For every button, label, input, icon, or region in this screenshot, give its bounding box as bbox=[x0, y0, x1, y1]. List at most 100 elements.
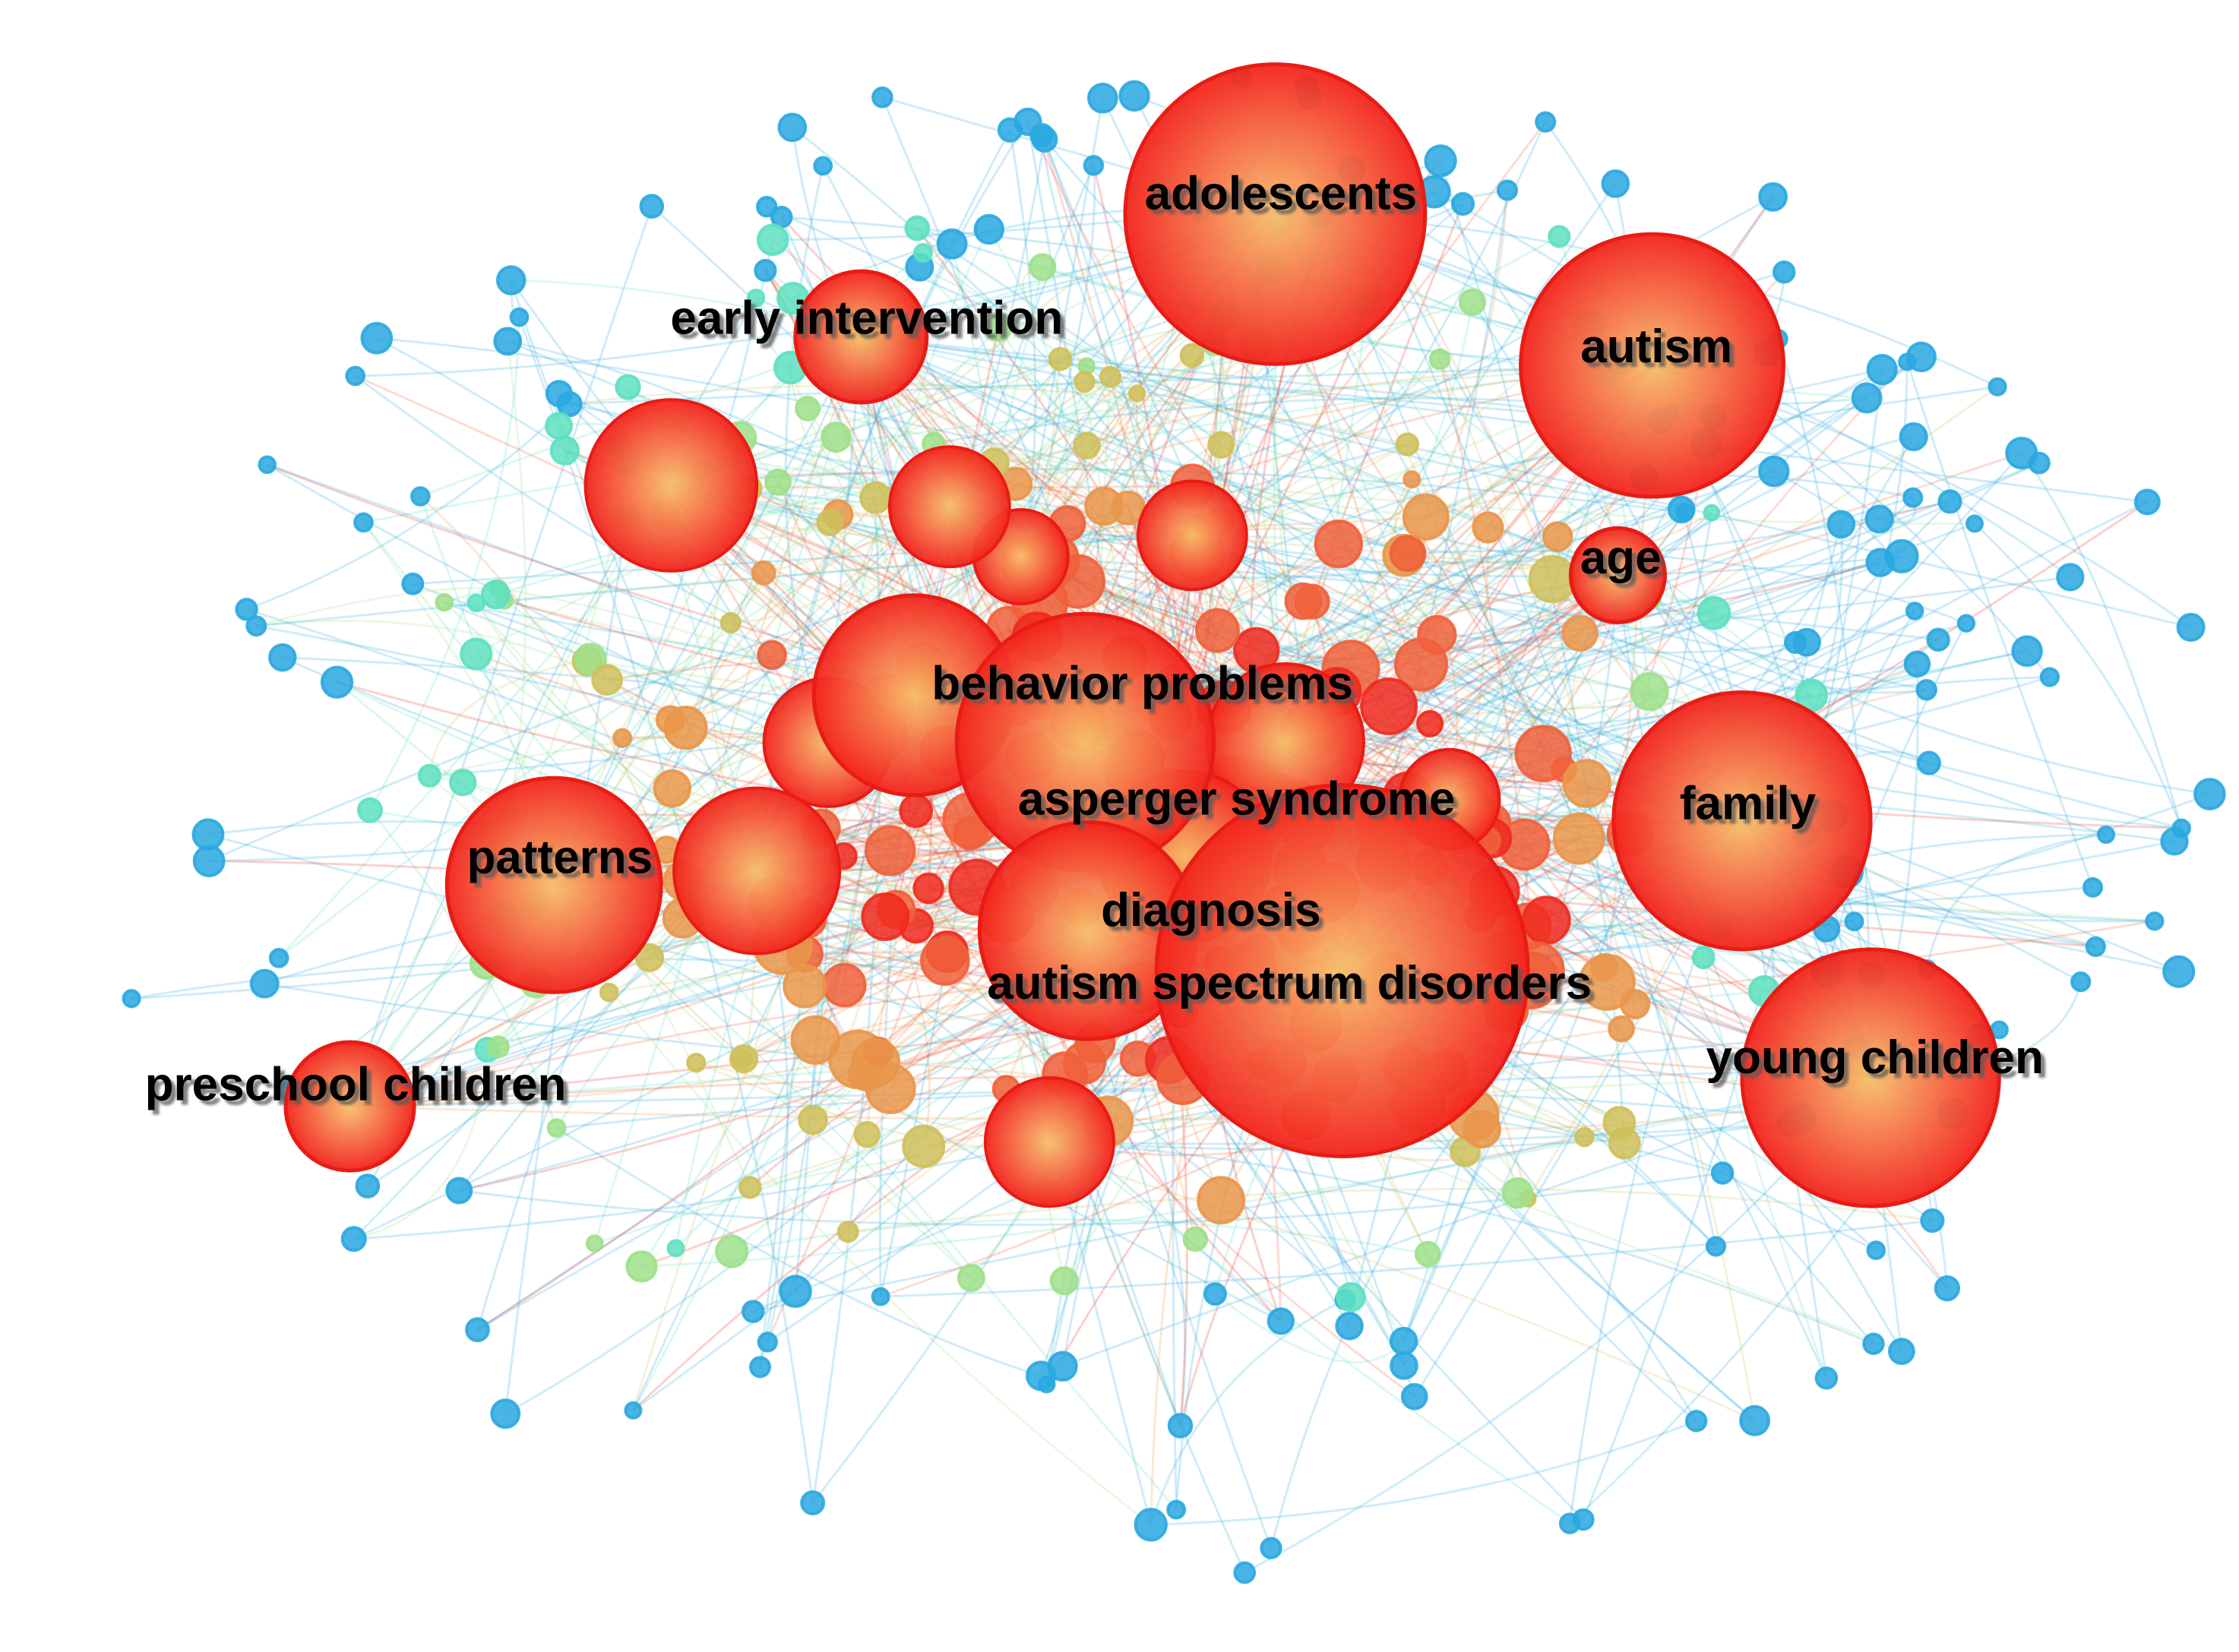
edge bbox=[791, 126, 1194, 536]
minor-node bbox=[480, 580, 511, 610]
minor-node bbox=[320, 665, 354, 699]
minor-node bbox=[1207, 431, 1235, 459]
minor-node bbox=[612, 728, 633, 748]
keyword-label: young children bbox=[1706, 1031, 2044, 1084]
edge bbox=[731, 1218, 1428, 1256]
minor-node bbox=[1360, 678, 1418, 735]
minor-node bbox=[460, 637, 493, 671]
minor-node bbox=[902, 1124, 946, 1168]
minor-node bbox=[973, 213, 1004, 245]
edge bbox=[860, 336, 2107, 836]
edge bbox=[729, 192, 1194, 624]
minor-node bbox=[899, 794, 933, 829]
minor-node bbox=[1826, 510, 1856, 539]
keyword-label: autism bbox=[1580, 321, 1732, 373]
minor-node bbox=[1395, 432, 1420, 456]
minor-node bbox=[1866, 1240, 1886, 1260]
edge bbox=[255, 586, 499, 627]
edge bbox=[881, 1219, 1933, 1298]
minor-node bbox=[1902, 487, 1924, 508]
minor-node bbox=[546, 1118, 567, 1139]
minor-node bbox=[798, 1104, 828, 1136]
minor-node bbox=[401, 572, 425, 595]
minor-node bbox=[1496, 179, 1519, 201]
minor-node bbox=[1194, 608, 1240, 653]
keyword-node bbox=[1568, 526, 1667, 624]
minor-node bbox=[2028, 451, 2051, 475]
minor-node bbox=[1937, 489, 1962, 514]
minor-node bbox=[686, 1053, 707, 1073]
minor-node bbox=[748, 1356, 772, 1379]
minor-node bbox=[1590, 952, 1618, 981]
edge bbox=[671, 484, 1812, 696]
minor-node bbox=[1758, 455, 1790, 488]
minor-node bbox=[2133, 488, 2161, 516]
cluster-node bbox=[887, 445, 1011, 569]
minor-node bbox=[1572, 1508, 1595, 1531]
edge bbox=[428, 658, 591, 776]
minor-node bbox=[1086, 82, 1118, 114]
keyword-label: asperger syndrome bbox=[1018, 773, 1455, 826]
edge bbox=[764, 269, 1765, 993]
edge bbox=[1319, 215, 1828, 1379]
edge bbox=[1049, 1122, 1792, 1151]
edge bbox=[569, 384, 1408, 446]
edge bbox=[1083, 344, 1258, 397]
edge bbox=[827, 741, 931, 1147]
minor-node bbox=[1400, 1382, 1428, 1410]
minor-node bbox=[486, 1035, 510, 1059]
minor-node bbox=[1905, 602, 1924, 621]
minor-node bbox=[1403, 470, 1422, 489]
minor-node bbox=[1844, 911, 1864, 932]
edge bbox=[946, 951, 1415, 1398]
keyword-label: patterns bbox=[466, 832, 653, 884]
keyword-label: adolescents bbox=[1145, 168, 1417, 220]
edge bbox=[1650, 599, 1670, 630]
keyword-node bbox=[1740, 947, 2001, 1208]
edge bbox=[1493, 361, 1909, 892]
minor-node bbox=[615, 374, 641, 400]
minor-node bbox=[1167, 1413, 1194, 1439]
minor-node bbox=[490, 1398, 521, 1429]
minor-node bbox=[410, 486, 431, 507]
edge bbox=[506, 341, 527, 817]
minor-node bbox=[1048, 346, 1073, 371]
keyword-node bbox=[1123, 62, 1428, 366]
minor-node bbox=[1267, 1307, 1295, 1335]
minor-node bbox=[1179, 343, 1205, 368]
minor-node bbox=[1025, 1360, 1057, 1391]
minor-node bbox=[1866, 353, 1898, 386]
keyword-label: preschool children bbox=[145, 1059, 567, 1111]
minor-node bbox=[1905, 341, 1937, 373]
minor-node bbox=[1522, 895, 1571, 945]
minor-node bbox=[757, 640, 787, 671]
edge bbox=[1617, 574, 1927, 694]
minor-node bbox=[1049, 1266, 1079, 1296]
edge bbox=[919, 266, 1618, 576]
keyword-label: early intervention bbox=[670, 292, 1063, 344]
minor-node bbox=[493, 327, 523, 356]
minor-node bbox=[585, 1234, 604, 1252]
minor-node bbox=[1608, 1015, 1635, 1043]
minor-node bbox=[1084, 486, 1124, 526]
minor-node bbox=[1851, 382, 1883, 414]
edge bbox=[1926, 833, 2107, 970]
minor-node bbox=[851, 1038, 901, 1087]
minor-node bbox=[871, 86, 893, 109]
minor-node bbox=[2176, 612, 2206, 642]
minor-node bbox=[754, 258, 777, 283]
minor-node bbox=[953, 815, 988, 851]
minor-node bbox=[756, 223, 789, 257]
minor-node bbox=[1390, 1351, 1418, 1380]
minor-node bbox=[1074, 371, 1096, 393]
edge bbox=[349, 206, 653, 1107]
minor-node bbox=[591, 664, 623, 696]
minor-node bbox=[1862, 1332, 1885, 1355]
minor-node bbox=[741, 1300, 765, 1323]
minor-node bbox=[345, 365, 366, 387]
minor-node bbox=[2085, 936, 2106, 958]
minor-node bbox=[1965, 514, 1984, 533]
minor-node bbox=[2145, 911, 2165, 931]
cluster-node bbox=[1136, 479, 1248, 592]
